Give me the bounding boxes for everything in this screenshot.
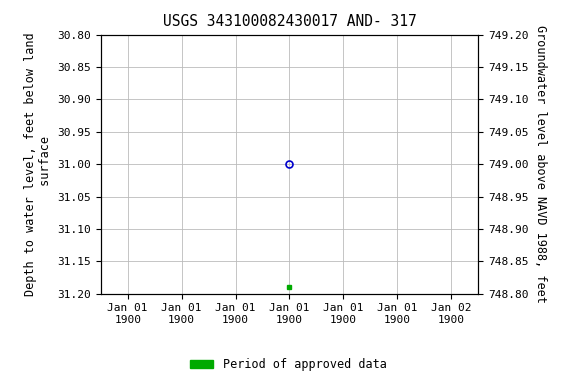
Legend: Period of approved data: Period of approved data — [185, 354, 391, 376]
Y-axis label: Groundwater level above NAVD 1988, feet: Groundwater level above NAVD 1988, feet — [534, 25, 547, 303]
Y-axis label: Depth to water level, feet below land
 surface: Depth to water level, feet below land su… — [24, 32, 52, 296]
Title: USGS 343100082430017 AND- 317: USGS 343100082430017 AND- 317 — [162, 14, 416, 29]
